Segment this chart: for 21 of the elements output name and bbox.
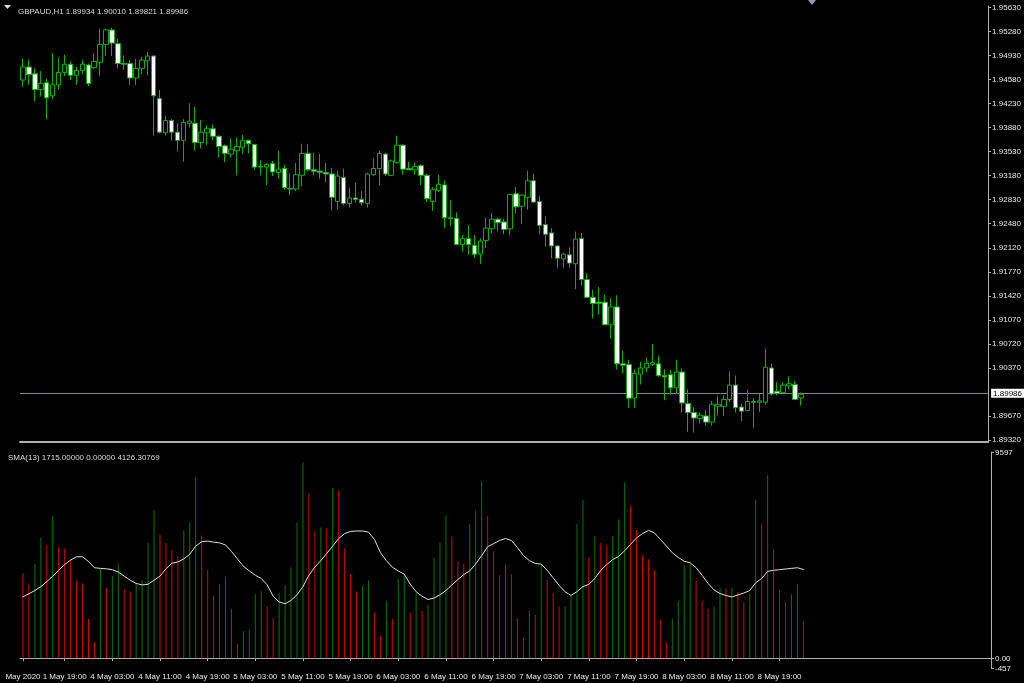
y-tick-label: 1.91070	[992, 315, 1022, 325]
y-tick-label: 1.94580	[992, 74, 1022, 84]
y-tick-label: 1.92120	[992, 243, 1022, 253]
y-tick-label: 1.95280	[992, 26, 1022, 36]
y-tick-label: 1.89320	[992, 435, 1022, 445]
y-tick-label: 9597	[995, 447, 1014, 457]
y-tick-label: 1.89670	[992, 411, 1022, 421]
y-tick-label: 1.93530	[992, 146, 1022, 156]
y-tick-label: 1.94930	[992, 50, 1022, 60]
y-tick-label: 1.91770	[992, 267, 1022, 277]
y-tick-label: 1.95630	[992, 2, 1022, 12]
y-tick-label: 1.92830	[992, 194, 1022, 204]
chart-title: GBPAUD,H1 1.89934 1.90010 1.89821 1.89986	[18, 6, 189, 16]
y-tick-label: 1.93880	[992, 122, 1022, 132]
y-tick-label: 1.92480	[992, 218, 1022, 228]
ref-line-label: 1.89986	[993, 388, 1023, 398]
y-tick-label: 1.93180	[992, 170, 1022, 180]
y-tick-label: 1.90370	[992, 363, 1022, 373]
y-tick-label: 1.90720	[992, 339, 1022, 349]
y-tick-label: 1.94230	[992, 98, 1022, 108]
y-tick-label: 1.91420	[992, 291, 1022, 301]
